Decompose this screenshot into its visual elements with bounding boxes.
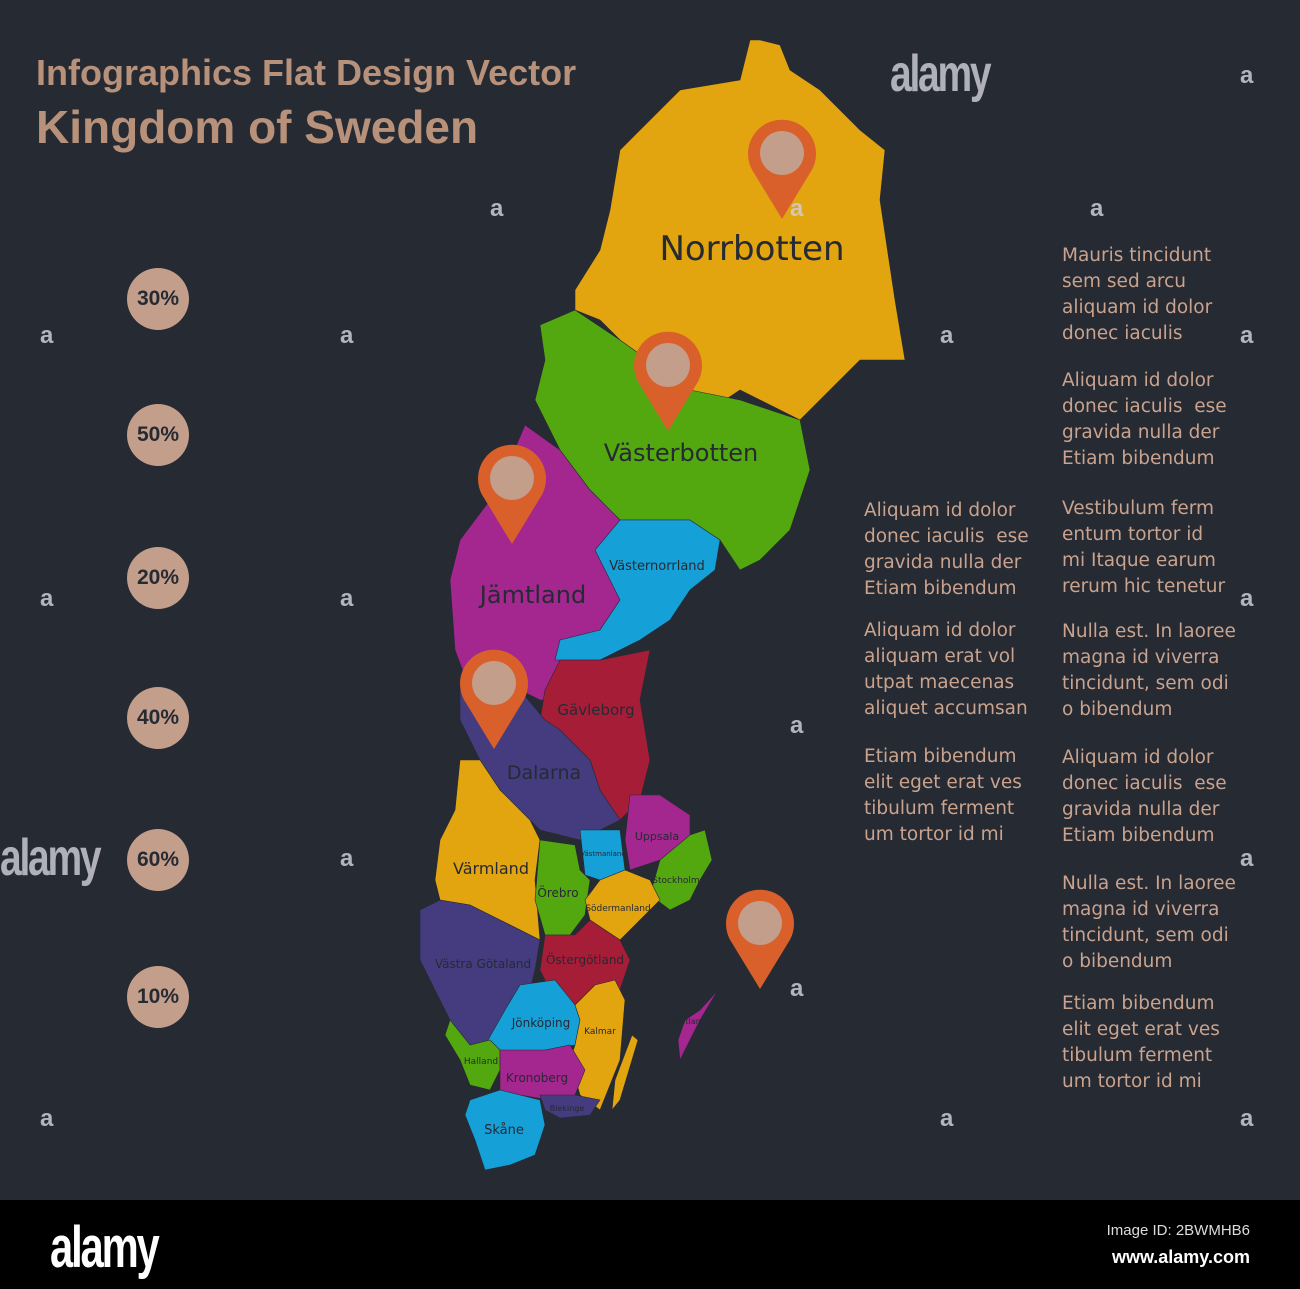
region-label-kalmar: Kalmar — [584, 1027, 616, 1037]
text-block: Aliquam id dolor donec iaculis ese gravi… — [1062, 370, 1227, 469]
footer-url: www.alamy.com — [1111, 1247, 1250, 1267]
image-id: Image ID: 2BWMHB6 — [1106, 1222, 1250, 1239]
region-blekinge[interactable] — [539, 1094, 601, 1119]
text-block: Aliquam id dolor donec iaculis ese gravi… — [1062, 747, 1227, 846]
watermark-mark: a — [40, 1105, 54, 1132]
watermark-mark: a — [340, 585, 354, 612]
text-block: Vestibulum ferm entum tortor id mi Itaqu… — [1062, 498, 1226, 597]
watermark-mark: a — [340, 322, 354, 349]
region-label-blekinge: Blekinge — [550, 1104, 585, 1113]
text-block: Mauris tincidunt sem sed arcu aliquam id… — [1062, 245, 1213, 344]
region-label-varmland: Värmland — [453, 859, 529, 878]
watermark-mark: a — [1240, 585, 1254, 612]
region-label-dalarna: Dalarna — [507, 762, 581, 784]
region-gotland[interactable] — [677, 989, 719, 1062]
map-pin-icon[interactable] — [459, 649, 528, 749]
text-block: Aliquam id dolor donec iaculis ese gravi… — [864, 500, 1029, 599]
watermark-logo: alamy — [890, 45, 992, 103]
title-line-1: Infographics Flat Design Vector — [36, 52, 577, 93]
watermark-mark: a — [490, 195, 504, 222]
region-label-jamtland: Jämtland — [478, 581, 586, 609]
percent-circle: 50% — [127, 404, 189, 466]
text-block: Nulla est. In laoree magna id viverra ti… — [1062, 873, 1236, 972]
region-label-stockholm: Stockholm — [652, 876, 699, 886]
watermark-mark: a — [1240, 62, 1254, 89]
map-pin-icon[interactable] — [725, 889, 794, 989]
percent-circle: 30% — [127, 268, 189, 330]
watermark-mark: a — [1240, 322, 1254, 349]
percent-circle: 40% — [127, 687, 189, 749]
region-oland[interactable] — [611, 1034, 639, 1111]
region-label-sodermanland: Södermanland — [585, 904, 650, 914]
watermark-mark: a — [40, 322, 54, 349]
title-line-2: Kingdom of Sweden — [36, 101, 479, 153]
watermark-logo: alamy — [0, 829, 102, 887]
region-label-gotland: Gotland — [674, 1017, 706, 1026]
text-block: Etiam bibendum elit eget erat ves tibulu… — [864, 746, 1022, 845]
percent-circle: 60% — [127, 829, 189, 891]
region-label-uppsala: Uppsala — [635, 830, 679, 843]
region-kalmar[interactable] — [569, 979, 626, 1111]
region-label-vasternorrland: Västernorrland — [609, 559, 705, 574]
region-label-jonkoping: Jönköping — [511, 1016, 571, 1030]
region-label-vastmanland: Västmanland — [580, 850, 626, 858]
region-label-skane: Skåne — [484, 1123, 524, 1138]
region-halland[interactable] — [444, 1019, 501, 1091]
region-vasternorrland[interactable] — [554, 519, 721, 661]
region-label-gavleborg: Gävleborg — [557, 701, 634, 719]
text-block: Etiam bibendum elit eget erat ves tibulu… — [1062, 993, 1220, 1092]
region-orebro[interactable] — [534, 839, 591, 936]
watermark-mark: a — [790, 975, 804, 1002]
map-pin-icon[interactable] — [478, 444, 546, 544]
region-label-ostergotland: Östergötland — [546, 951, 624, 967]
watermark-mark: a — [340, 845, 354, 872]
watermark-mark: a — [790, 712, 804, 739]
percent-circle: 20% — [127, 547, 189, 609]
watermark-mark: a — [940, 1105, 954, 1132]
map-pin-icon[interactable] — [634, 331, 703, 431]
watermark-mark: a — [1240, 1105, 1254, 1132]
sweden-map: Norrbotten Västerbotten Jämtland Västernorr… — [419, 39, 906, 1171]
text-block: Nulla est. In laoree magna id viverra ti… — [1062, 621, 1236, 720]
region-label-vasterbotten: Västerbotten — [604, 439, 759, 467]
watermark-mark: a — [1090, 195, 1104, 222]
watermark-mark: a — [940, 322, 954, 349]
footer-bar: alamy Image ID: 2BWMHB6 www.alamy.com — [0, 1200, 1300, 1289]
text-block: Aliquam id dolor aliquam erat vol utpat … — [864, 620, 1028, 719]
region-label-kronoberg: Kronoberg — [506, 1071, 568, 1085]
region-label-halland: Halland — [464, 1057, 498, 1067]
region-label-vastra-gotaland: Västra Götaland — [435, 957, 531, 971]
watermark-mark: a — [790, 195, 804, 222]
percent-circle: 10% — [127, 966, 189, 1028]
region-skane[interactable] — [464, 1089, 546, 1171]
footer-logo: alamy — [50, 1215, 160, 1280]
region-label-orebro: Örebro — [537, 884, 578, 900]
watermark-mark: a — [40, 585, 54, 612]
watermark-mark: a — [1240, 845, 1254, 872]
region-label-norrbotten: Norrbotten — [659, 229, 844, 269]
region-sodermanland[interactable] — [584, 869, 661, 941]
map-pin-icon[interactable] — [748, 119, 816, 219]
